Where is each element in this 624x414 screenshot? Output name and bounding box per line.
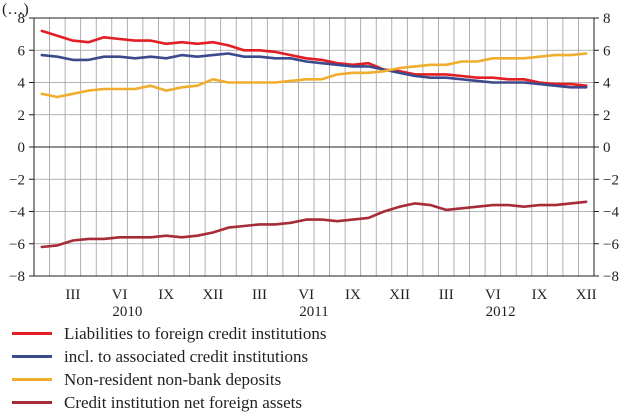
legend-swatch — [12, 401, 52, 404]
x-tick-label: VI — [485, 287, 501, 303]
legend-label: Credit institution net foreign assets — [64, 392, 302, 412]
x-tick-label: XII — [389, 287, 410, 303]
x-tick-label: VI — [112, 287, 128, 303]
series-line-2 — [40, 52, 588, 89]
series-line-3 — [40, 52, 588, 99]
series-line-1 — [40, 29, 588, 87]
y-tick-label-right: −4 — [603, 205, 619, 221]
legend-item: Non-resident non-bank deposits — [12, 368, 327, 391]
y-tick-label-right: 8 — [603, 11, 611, 27]
y-tick-label-right: 2 — [603, 108, 611, 124]
x-axis: III VI IX XII III VI IX XII III VI IX XII — [65, 287, 596, 303]
legend-label: Liabilities to foreign credit institutio… — [64, 323, 327, 343]
y-tick-label-left: 0 — [18, 140, 26, 156]
legend-label: Non-resident non-bank deposits — [64, 369, 282, 389]
x-tick-label: VI — [298, 287, 314, 303]
x-tick-label: XII — [576, 287, 597, 303]
y-tick-label-right: −6 — [603, 237, 619, 253]
x-tick-label: IX — [532, 287, 548, 303]
x-tick-label: IX — [345, 287, 361, 303]
legend-item: Credit institution net foreign assets — [12, 391, 327, 414]
y-tick-label-left: 8 — [18, 11, 26, 27]
y-tick-label-left: −6 — [9, 237, 25, 253]
series-lines — [40, 29, 588, 249]
y-tick-label-left: −4 — [9, 205, 25, 221]
legend: Liabilities to foreign credit institutio… — [12, 322, 327, 414]
y-tick-label-left: 2 — [18, 108, 26, 124]
y-tick-label-left: 6 — [18, 43, 26, 59]
y-tick-label-right: −2 — [603, 172, 619, 188]
x-year-label: 2011 — [299, 304, 328, 320]
y-tick-label-left: 4 — [18, 76, 26, 92]
line-chart: (…) −8 −6 −4 −2 0 2 4 6 8 −8 −6 −4 −2 0 2 4 6 8 III VI IX X… — [2, 1, 619, 320]
x-tick-label: XII — [202, 287, 223, 303]
y-tick-label-right: 4 — [603, 76, 611, 92]
y-axis-left: −8 −6 −4 −2 0 2 4 6 8 — [9, 11, 34, 285]
y-axis-right: −8 −6 −4 −2 0 2 4 6 8 — [594, 11, 619, 285]
x-year-label: 2010 — [112, 304, 142, 320]
y-tick-label-right: 6 — [603, 43, 611, 59]
x-tick-label: III — [439, 287, 454, 303]
y-tick-label-left: −8 — [9, 269, 25, 285]
y-tick-label-right: −8 — [603, 269, 619, 285]
legend-label: incl. to associated credit institutions — [64, 346, 309, 366]
legend-swatch — [12, 332, 52, 335]
legend-item: Liabilities to foreign credit institutio… — [12, 322, 327, 345]
x-tick-label: III — [252, 287, 267, 303]
x-year-label: 2012 — [486, 304, 516, 320]
legend-swatch — [12, 355, 52, 358]
chart-subtitle: (…) — [2, 1, 29, 18]
x-tick-label: IX — [158, 287, 174, 303]
legend-item: incl. to associated credit institutions — [12, 345, 327, 368]
legend-swatch — [12, 378, 52, 381]
x-axis-years: 2010 2011 2012 — [112, 304, 515, 320]
series-line-4 — [40, 200, 588, 249]
x-tick-label: III — [65, 287, 80, 303]
y-tick-label-left: −2 — [9, 172, 25, 188]
y-tick-label-right: 0 — [603, 140, 611, 156]
